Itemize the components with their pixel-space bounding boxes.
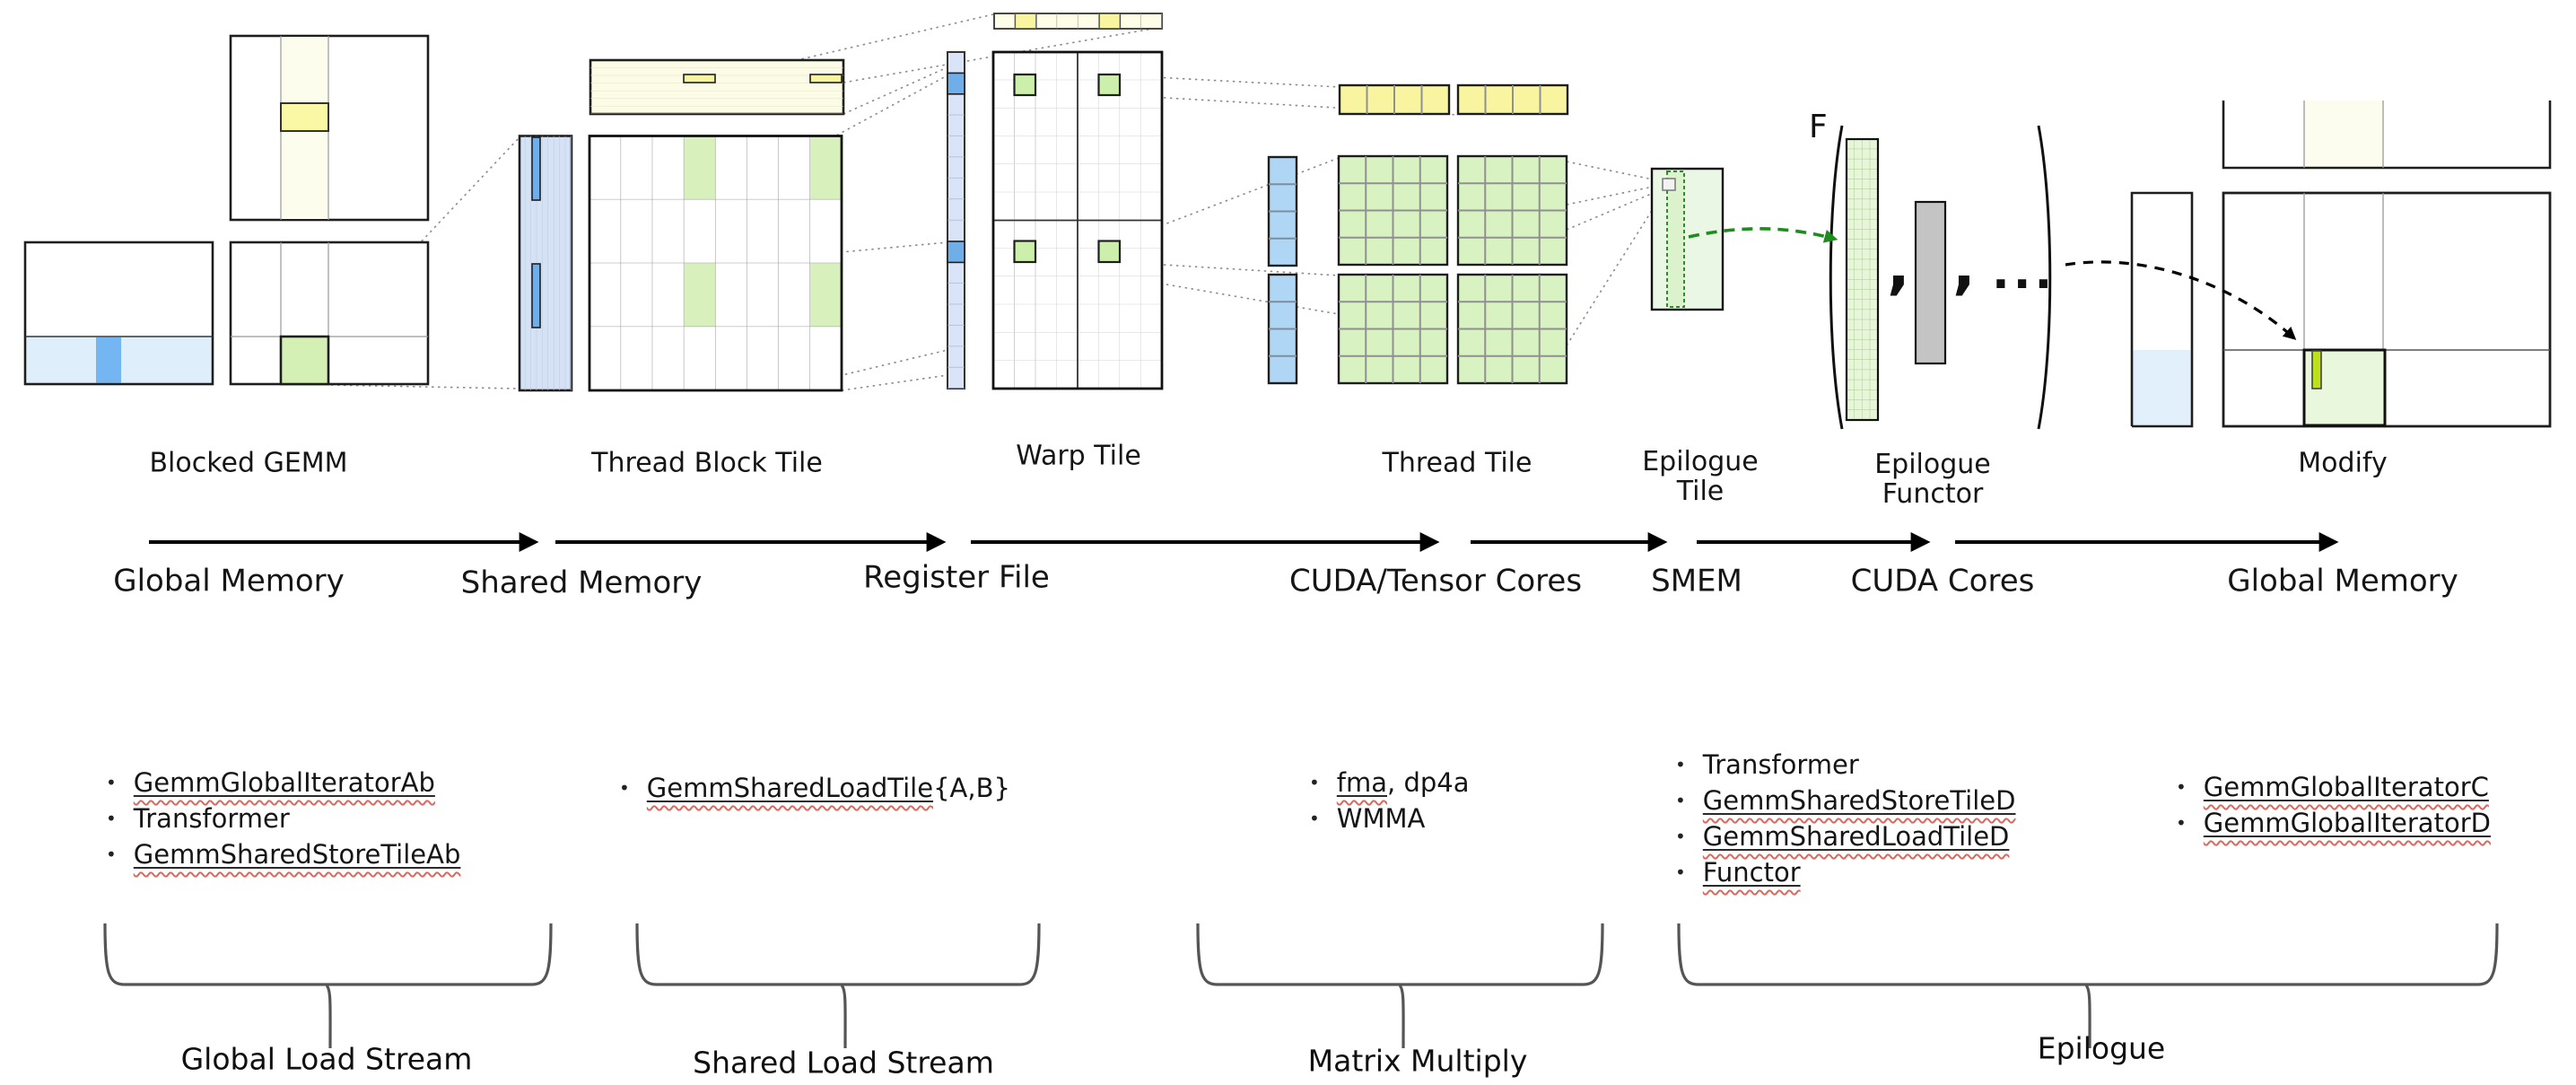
- bullet-icon: •: [1675, 826, 1686, 847]
- functor-comma-2: ,: [1952, 232, 1976, 302]
- memory-label-cuda-tensor-cores: CUDA/Tensor Cores: [1288, 563, 1583, 599]
- open-paren-shape: [1829, 125, 1844, 430]
- warp-tile-grid: [991, 50, 1164, 390]
- list-matrix-multiply: • fma, dp4a • WMMA: [1309, 765, 1470, 836]
- list-item: • GemmSharedLoadTileD: [1675, 821, 2010, 852]
- modify-main-grid: [2222, 191, 2552, 428]
- stage-label-blocked-gemm: Blocked GEMM: [149, 447, 348, 479]
- list-epilogue-global: • GemmGlobalIteratorC • GemmGlobalIterator…: [2176, 769, 2491, 841]
- bullet-icon: •: [106, 844, 117, 865]
- list-item: • fma, dp4a: [1309, 767, 1470, 798]
- bullet-icon: •: [1309, 808, 1320, 829]
- warp-fragment-a-strip: [947, 51, 965, 389]
- list-item: • GemmGlobalIteratorAb: [106, 767, 435, 798]
- stage-label-modify: Modify: [2298, 447, 2388, 479]
- memory-label-cuda-cores: CUDA Cores: [1850, 563, 2035, 599]
- thread-block-shared-b-strip: [589, 58, 845, 116]
- memory-label-smem: SMEM: [1651, 563, 1742, 599]
- memory-label-global-memory-out: Global Memory: [2227, 563, 2458, 599]
- brace-matrix-multiply: [1196, 923, 1604, 986]
- list-item: • Transformer: [1675, 749, 1859, 780]
- blocked-gemm-matrix-c: [229, 241, 430, 386]
- bullet-icon: •: [619, 777, 630, 799]
- bullet-icon: •: [106, 772, 117, 793]
- stage-label-epilogue-tile: Epilogue Tile: [1642, 446, 1759, 507]
- epilogue-green-arrow: [1688, 227, 1838, 243]
- stage-label-warp-tile: Warp Tile: [1016, 440, 1141, 472]
- list-shared-load-stream: • GemmSharedLoadTile {A,B}: [619, 770, 1010, 806]
- functor-comma-1: ,: [1887, 232, 1910, 302]
- functor-f-label: F: [1809, 109, 1828, 145]
- list-item: • GemmSharedLoadTile {A,B}: [619, 773, 1010, 803]
- functor-green-bar: [1845, 137, 1880, 422]
- stage-label-epilogue-functor: Epilogue Functor: [1874, 449, 1991, 510]
- bullet-icon: •: [106, 808, 117, 829]
- modify-left-rect: [2130, 191, 2194, 428]
- brace-shared-load-stream: [635, 923, 1041, 986]
- brace-label-global-load-stream: Global Load Stream: [180, 1041, 473, 1077]
- brace-epilogue: [1677, 923, 2499, 986]
- stage-label-thread-block-tile: Thread Block Tile: [591, 447, 823, 479]
- thread-tile-a-fragments: [1267, 155, 1298, 385]
- blocked-gemm-matrix-b: [229, 34, 430, 222]
- close-paren-shape: [2037, 125, 2052, 430]
- bullet-icon: •: [1675, 862, 1686, 883]
- thread-block-shared-a-strip: [518, 135, 573, 392]
- bullet-icon: •: [2176, 812, 2187, 834]
- list-item: • GemmGlobalIteratorD: [2176, 808, 2491, 838]
- modify-top-rect: [2222, 101, 2552, 170]
- list-item: • Functor: [1675, 857, 1801, 888]
- bullet-icon: •: [1675, 790, 1686, 811]
- epilogue-tile-rect: [1650, 167, 1725, 311]
- brace-global-load-stream: [103, 923, 553, 986]
- functor-ellipsis: ···: [1992, 258, 2056, 311]
- thread-block-tile-grid: [588, 135, 843, 392]
- memory-label-global-memory-in: Global Memory: [113, 563, 345, 599]
- thread-tile-b-fragments: [1338, 83, 1569, 116]
- modify-dashed-arrow: [2065, 260, 2297, 340]
- list-item: • Transformer: [106, 803, 290, 834]
- list-item: • GemmSharedStoreTileAb: [106, 839, 461, 870]
- memory-label-register-file: Register File: [863, 559, 1050, 596]
- brace-label-epilogue: Epilogue: [2037, 1030, 2166, 1066]
- list-item: • GemmSharedStoreTileD: [1675, 785, 2016, 816]
- memory-label-shared-memory: Shared Memory: [460, 564, 703, 601]
- group-braces: [103, 923, 2499, 1049]
- warp-fragment-b-strip: [993, 13, 1163, 30]
- list-global-load-stream: • GemmGlobalIteratorAb • Transformer • Gemm…: [106, 765, 460, 872]
- list-item: • GemmGlobalIteratorC: [2176, 772, 2489, 802]
- brace-label-shared-load-stream: Shared Load Stream: [693, 1045, 994, 1081]
- stage-label-thread-tile: Thread Tile: [1382, 447, 1533, 479]
- list-epilogue-main: • Transformer • GemmSharedStoreTileD • Gemm…: [1675, 747, 2015, 890]
- epilogue-functor-group: F , , ···: [1809, 109, 2056, 430]
- brace-label-matrix-multiply: Matrix Multiply: [1307, 1043, 1528, 1079]
- blocked-gemm-matrix-a: [23, 241, 214, 386]
- bullet-icon: •: [1309, 772, 1320, 793]
- bullet-icon: •: [2176, 776, 2187, 798]
- bullet-icon: •: [1675, 754, 1686, 775]
- modify-chartreuse-bar: [2311, 350, 2322, 389]
- thread-tile-accumulator-grids: [1337, 154, 1568, 385]
- list-item: • WMMA: [1309, 803, 1426, 834]
- functor-gray-bar: [1914, 200, 1947, 365]
